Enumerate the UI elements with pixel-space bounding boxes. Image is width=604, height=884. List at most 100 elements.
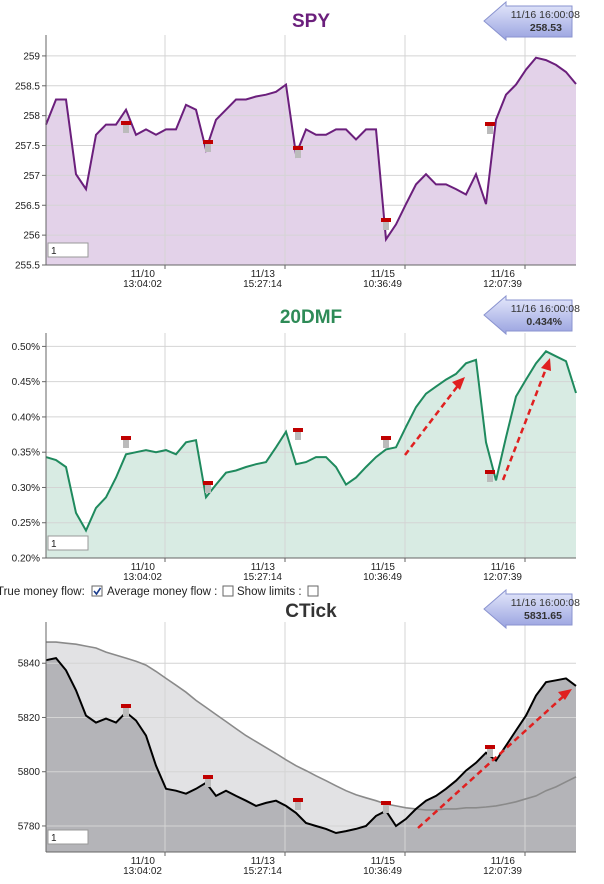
x-tick-label-line: 11/15 (371, 562, 396, 573)
flag (121, 704, 131, 708)
x-tick-label-line: 11/10 (131, 562, 156, 573)
arrow-heads (452, 358, 572, 700)
callout-value: 0.434% (526, 316, 562, 328)
zoom-input (47, 535, 89, 551)
y-tick-label: 256.5 (15, 201, 40, 212)
x-tick-label-line: 15:27:14 (243, 572, 282, 583)
y-tick-label: 257 (23, 171, 40, 182)
x-tick-label: 11/16 12:07:39 (483, 856, 522, 877)
x-tick-label: 11/15 10:36:49 (363, 856, 402, 877)
chart: 5780 5800 5820 5840 11/10 13:04:02 11/13 15:27:… (18, 588, 580, 877)
flag (485, 745, 495, 749)
area (46, 57, 576, 266)
checkbox[interactable] (222, 585, 234, 597)
x-tick-label-line: 15:27:14 (243, 279, 282, 290)
y-tick-label: 5840 (18, 659, 41, 670)
x-tick-label: 11/10 13:04:02 (123, 562, 162, 583)
control-label: Show limits : (237, 586, 302, 598)
y-tick-label: 0.45% (12, 377, 40, 388)
chart-title: CTick (285, 601, 337, 622)
x-tick-label-line: 13:04:02 (123, 866, 162, 877)
y-tick-label: 0.20% (12, 554, 40, 565)
x-tick-label: 11/13 15:27:14 (243, 856, 282, 877)
arrow (417, 693, 567, 829)
flag-stem (205, 142, 211, 152)
arrow-head (541, 358, 551, 371)
y-tick-label: 0.35% (12, 448, 40, 459)
y-tick-label: 0.50% (12, 342, 40, 353)
callout-time: 11/16 16:00:08 (511, 9, 580, 21)
y-tick-label: 257.5 (15, 141, 40, 152)
callout (483, 294, 573, 336)
flag-stem (295, 800, 301, 810)
x-tick-label-line: 11/15 (371, 269, 396, 280)
flag-stem (383, 803, 389, 813)
y-tick-label: 0.30% (12, 483, 40, 494)
control-label: Average money flow : (107, 586, 217, 598)
x-tick-label: 11/16 12:07:39 (483, 269, 522, 290)
y-tick-label: 5780 (18, 821, 41, 832)
x-tick-label-line: 11/13 (251, 269, 276, 280)
x-tick-label: 11/13 15:27:14 (243, 562, 282, 583)
line (46, 641, 577, 811)
x-tick-label-line: 13:04:02 (123, 279, 162, 290)
y-tick-label: 5820 (18, 713, 41, 724)
flag (293, 798, 303, 802)
flag (485, 470, 495, 474)
x-tick-label-line: 11/15 (371, 856, 396, 867)
zoom-input-text: 1 (51, 539, 57, 550)
line (45, 350, 577, 533)
flag-stem (123, 123, 129, 133)
flag (203, 775, 213, 779)
y-tick-label: 0.25% (12, 518, 40, 529)
x-tick-label-line: 11/13 (251, 856, 276, 867)
arrow (404, 382, 461, 456)
y-tick-label: 5800 (18, 767, 41, 778)
flag (381, 436, 391, 440)
y-tick-label: 256 (23, 231, 40, 242)
flag-stem (295, 148, 301, 158)
flag (121, 121, 131, 125)
x-tick-label-line: 11/16 (491, 562, 516, 573)
flag-stem (295, 430, 301, 440)
zoom-input (47, 829, 89, 845)
flag-stem (383, 438, 389, 448)
x-tick-label: 11/13 15:27:14 (243, 269, 282, 290)
checkbox[interactable] (307, 585, 319, 597)
flag-stem (205, 777, 211, 787)
zoom-input (47, 242, 89, 258)
x-tick-label-line: 11/16 (491, 856, 516, 867)
x-tick-label: 11/15 10:36:49 (363, 269, 402, 290)
x-tick-label-line: 10:36:49 (363, 866, 402, 877)
checkmark (93, 587, 102, 596)
y-tick-label: 255.5 (15, 261, 40, 272)
y-tick-label: 0.40% (12, 412, 40, 423)
callout-time: 11/16 16:00:08 (511, 597, 580, 609)
callout-time: 11/16 16:00:08 (511, 303, 580, 315)
x-tick-label-line: 12:07:39 (483, 572, 522, 583)
checkbox[interactable] (91, 585, 103, 597)
flag (203, 140, 213, 144)
x-tick-label-line: 11/16 (491, 269, 516, 280)
x-tick-label: 11/10 13:04:02 (123, 856, 162, 877)
chart: 0.20% 0.25% 0.30% 0.35% 0.40% 0.45% 0.50% 11/10… (12, 294, 580, 583)
x-tick-label-line: 10:36:49 (363, 572, 402, 583)
callout (483, 0, 573, 42)
flag (293, 146, 303, 150)
callout-value: 5831.65 (524, 610, 562, 622)
x-tick-label-line: 12:07:39 (483, 279, 522, 290)
arrow-head (452, 377, 465, 390)
chart-title: SPY (292, 11, 330, 32)
chart-title: 20DMF (280, 307, 342, 328)
line (45, 56, 577, 243)
flag (485, 122, 495, 126)
chart: 255.5 256 256.5 257 257.5 258 258.5 259 11/10 13:… (15, 0, 580, 290)
zoom-input-text: 1 (51, 246, 57, 257)
annotations (404, 365, 567, 829)
y-tick-label: 259 (23, 51, 40, 62)
x-tick-label-line: 12:07:39 (483, 866, 522, 877)
control-label: True money flow: (0, 586, 85, 598)
arrow-head (558, 689, 572, 700)
